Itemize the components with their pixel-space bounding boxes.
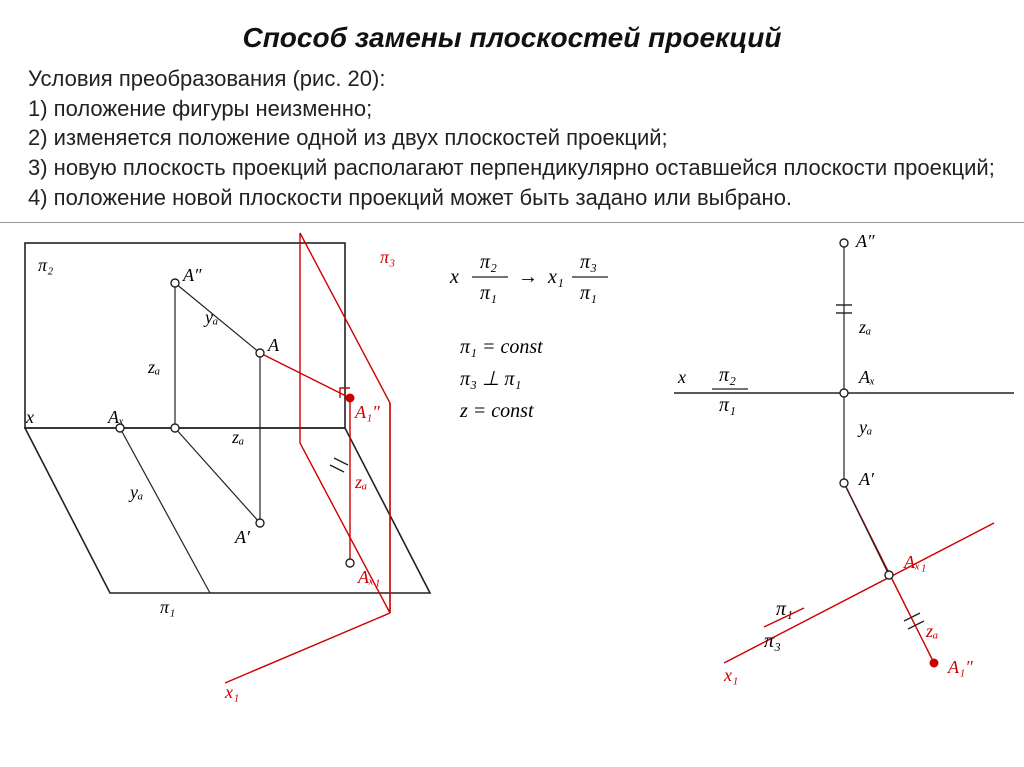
r-A2: A″ — [855, 231, 875, 251]
condition-2: 2) изменяется положение одной из двух пл… — [28, 123, 996, 153]
lbl-zA-3: zₐ — [354, 472, 367, 492]
conditions-heading: Условия преобразования (рис. 20): — [28, 64, 996, 94]
lbl-x1: x₁ — [224, 682, 239, 702]
r-pi1: π₁ — [719, 394, 736, 416]
lbl-yA-2: yₐ — [128, 482, 143, 502]
r-x: x — [677, 367, 686, 387]
condition-3: 3) новую плоскость проекций располагают … — [28, 153, 996, 183]
frm-x: x — [449, 266, 459, 288]
lbl-A1pp: A₁″ — [354, 402, 380, 422]
lbl-pi3: π₃ — [380, 247, 395, 267]
lbl-Ax1: Aₓ₁ — [357, 567, 380, 587]
lbl-Ax: Aₓ — [107, 407, 124, 427]
frm-x1: x₁ — [547, 266, 564, 288]
frm-l2: π₃ ⊥ π₁ — [460, 368, 521, 390]
lbl-A: A — [267, 335, 280, 355]
lbl-zA-2: zₐ — [231, 427, 244, 447]
lbl-zA-1: zₐ — [147, 357, 160, 377]
center-formulas: x π₂ π₁ → x₁ π₃ π₁ π₁ = const π₃ ⊥ π₁ z … — [440, 233, 660, 493]
r-yA: yₐ — [857, 417, 872, 437]
condition-4: 4) положение новой плоскости проекций мо… — [28, 183, 996, 213]
frm-l1: π₁ = const — [460, 336, 543, 358]
lbl-x: x — [25, 407, 34, 427]
frm-pi2: π₂ — [480, 251, 497, 273]
diagram-area: π₂ π₃ A″ yₐ zₐ A x Aₓ zₐ yₐ A′ A₁″ zₐ Aₓ… — [0, 222, 1024, 713]
r-x1: x₁ — [723, 665, 738, 685]
frm-pi1b: π₁ — [580, 282, 597, 304]
lbl-yA-1: yₐ — [203, 307, 218, 327]
frm-arrow: → — [518, 266, 538, 288]
r-pi2: π₂ — [719, 364, 736, 386]
r-pi3: π₃ — [764, 630, 781, 652]
r-Ax1: Aₓ₁ — [903, 552, 926, 572]
r-zA2: zₐ — [925, 621, 938, 641]
frm-pi3: π₃ — [580, 251, 597, 273]
lbl-pi2: π₂ — [38, 255, 53, 275]
lbl-A2: A″ — [182, 265, 202, 285]
frm-l3: z = const — [459, 400, 534, 422]
lbl-pi1: π₁ — [160, 597, 175, 617]
frm-pi1a: π₁ — [480, 282, 497, 304]
conditions-block: Условия преобразования (рис. 20): 1) пол… — [0, 64, 1024, 222]
r-zA: zₐ — [858, 317, 871, 337]
lbl-A1: A′ — [234, 527, 251, 547]
condition-1: 1) положение фигуры неизменно; — [28, 94, 996, 124]
r-A1: A′ — [858, 469, 875, 489]
r-A1pp: A₁″ — [947, 657, 973, 677]
page-title: Способ замены плоскостей проекций — [0, 0, 1024, 64]
r-Ax: Aₓ — [858, 367, 875, 387]
left-diagram: π₂ π₃ A″ yₐ zₐ A x Aₓ zₐ yₐ A′ A₁″ zₐ Aₓ… — [0, 223, 440, 713]
right-diagram: A″ zₐ Aₓ x π₂ π₁ yₐ A′ π₁ π₃ x₁ Aₓ₁ zₐ A… — [664, 223, 1024, 713]
